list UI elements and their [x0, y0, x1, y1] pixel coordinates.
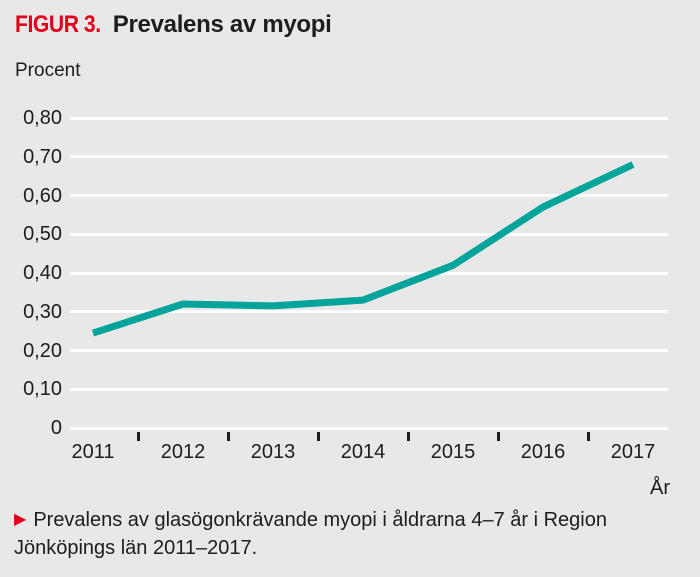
- x-tick-mark: [586, 432, 590, 441]
- y-tick-label: 0,80: [23, 107, 62, 129]
- y-tick-label: 0,10: [23, 378, 62, 401]
- y-tick-label: 0: [50, 417, 62, 439]
- gridline-y-0,10: [70, 387, 668, 391]
- figure-header: FIGUR 3. Prevalens av myopi: [15, 11, 332, 39]
- figure-number-label: FIGUR 3.: [15, 11, 101, 38]
- gridline-y-0,70: [70, 155, 668, 159]
- caption-line-1: ▶ Prevalens av glasögonkrävande myopi i å…: [14, 507, 686, 535]
- x-tick-label: 2013: [250, 441, 296, 463]
- x-tick-label: 2017: [610, 441, 656, 463]
- gridline-y-0,60: [70, 194, 668, 197]
- gridline-y-0,50: [70, 232, 668, 236]
- x-tick-label: 2011: [71, 441, 115, 463]
- x-tick-label: 2016: [520, 441, 566, 463]
- x-tick-mark: [226, 432, 230, 441]
- caption-line-2: Jönköpings län 2011–2017.: [14, 537, 258, 559]
- line-chart: 0 0,10 0,20 0,30 0,40 0,50 0,60 0,70 0,80 2011 201…: [0, 95, 700, 475]
- x-axis-title: År: [650, 477, 670, 499]
- figure-caption: ▶ Prevalens av glasögonkrävande myopi i å…: [14, 507, 686, 562]
- x-tick-mark: [136, 432, 140, 441]
- gridline-y-0: [70, 426, 668, 430]
- x-tick-label: 2015: [430, 441, 476, 463]
- y-tick-label: 0,50: [23, 223, 62, 246]
- x-tick-mark: [316, 432, 320, 441]
- y-tick-label: 0,20: [23, 339, 62, 362]
- figure-title: Prevalens av myopi: [112, 11, 332, 38]
- y-tick-label: 0,60: [23, 184, 62, 207]
- x-tick-mark: [496, 432, 500, 441]
- prevalence-line-series: [91, 161, 635, 337]
- caption-text: Prevalens av glasögonkrävande myopi i ål…: [33, 509, 607, 531]
- gridline-y-0,80: [70, 116, 668, 120]
- y-tick-label: 0,30: [23, 300, 62, 323]
- y-tick-label: 0,70: [23, 145, 62, 168]
- caption-arrow-icon: ▶: [14, 511, 27, 528]
- y-axis-title: Procent: [15, 60, 81, 81]
- line-path: [91, 161, 635, 337]
- y-tick-label: 0,40: [23, 262, 62, 284]
- gridline-y-0,20: [70, 349, 668, 352]
- x-tick-label: 2014: [340, 441, 386, 463]
- x-tick-label: 2012: [160, 441, 206, 463]
- gridline-y-0,40: [70, 271, 668, 275]
- gridline-y-0,30: [70, 310, 668, 314]
- x-tick-mark: [406, 432, 410, 441]
